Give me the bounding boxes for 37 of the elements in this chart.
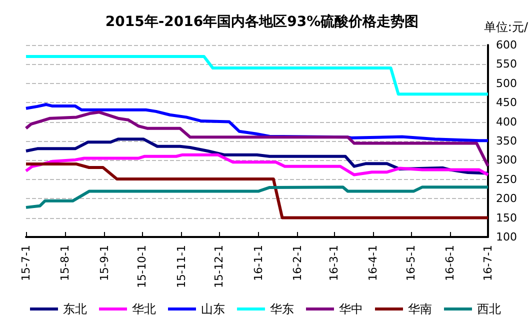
legend-label: 东北 (63, 302, 87, 316)
y-tick-label: 500 (496, 76, 517, 90)
line-series (24, 110, 490, 168)
y-tick-label: 450 (496, 96, 517, 110)
x-tick-label: 16-7-1 (482, 245, 494, 281)
y-tick-label: 550 (496, 58, 517, 71)
x-tick-label: 16-6-1 (444, 245, 457, 281)
x-tick-label: 16-4-1 (366, 245, 380, 281)
line-series (24, 162, 490, 220)
x-tick-label: 15-10-1 (136, 245, 149, 288)
legend-label: 华北 (132, 302, 156, 316)
line-series (24, 153, 490, 176)
chart-title: 2015年-2016年国内各地区93%硫酸价格走势图 (105, 13, 419, 30)
y-tick-label: 100 (496, 230, 517, 244)
y-tick-label: 350 (496, 134, 517, 148)
line-series (24, 186, 490, 209)
x-tick-label: 16-5-1 (404, 245, 418, 281)
x-tick-label: 16-1-1 (252, 245, 265, 281)
y-tick-label: 300 (496, 154, 517, 167)
x-tick-label: 15-11-1 (174, 245, 188, 288)
y-axis-title: 单位:元/ (484, 20, 529, 34)
x-tick-label: 15-9-1 (98, 245, 111, 281)
legend-label: 山东 (201, 302, 225, 316)
legend-label: 华南 (408, 302, 432, 316)
y-tick-label: 150 (496, 211, 517, 224)
x-tick-label: 15-8-1 (58, 245, 72, 281)
legend-label: 西北 (477, 302, 501, 316)
x-tick-label: 15-12-1 (212, 245, 226, 288)
y-tick-label: 200 (496, 192, 517, 206)
y-tick-label: 400 (496, 115, 517, 128)
x-tick-label: 15-7-1 (20, 245, 32, 281)
y-tick-label: 600 (496, 38, 517, 52)
x-tick-label: 16-3-1 (328, 245, 340, 281)
y-tick-label: 250 (496, 172, 517, 186)
legend-label: 华中 (339, 302, 363, 316)
legend-label: 华东 (270, 302, 294, 316)
x-tick-label: 16-2-1 (290, 245, 304, 281)
